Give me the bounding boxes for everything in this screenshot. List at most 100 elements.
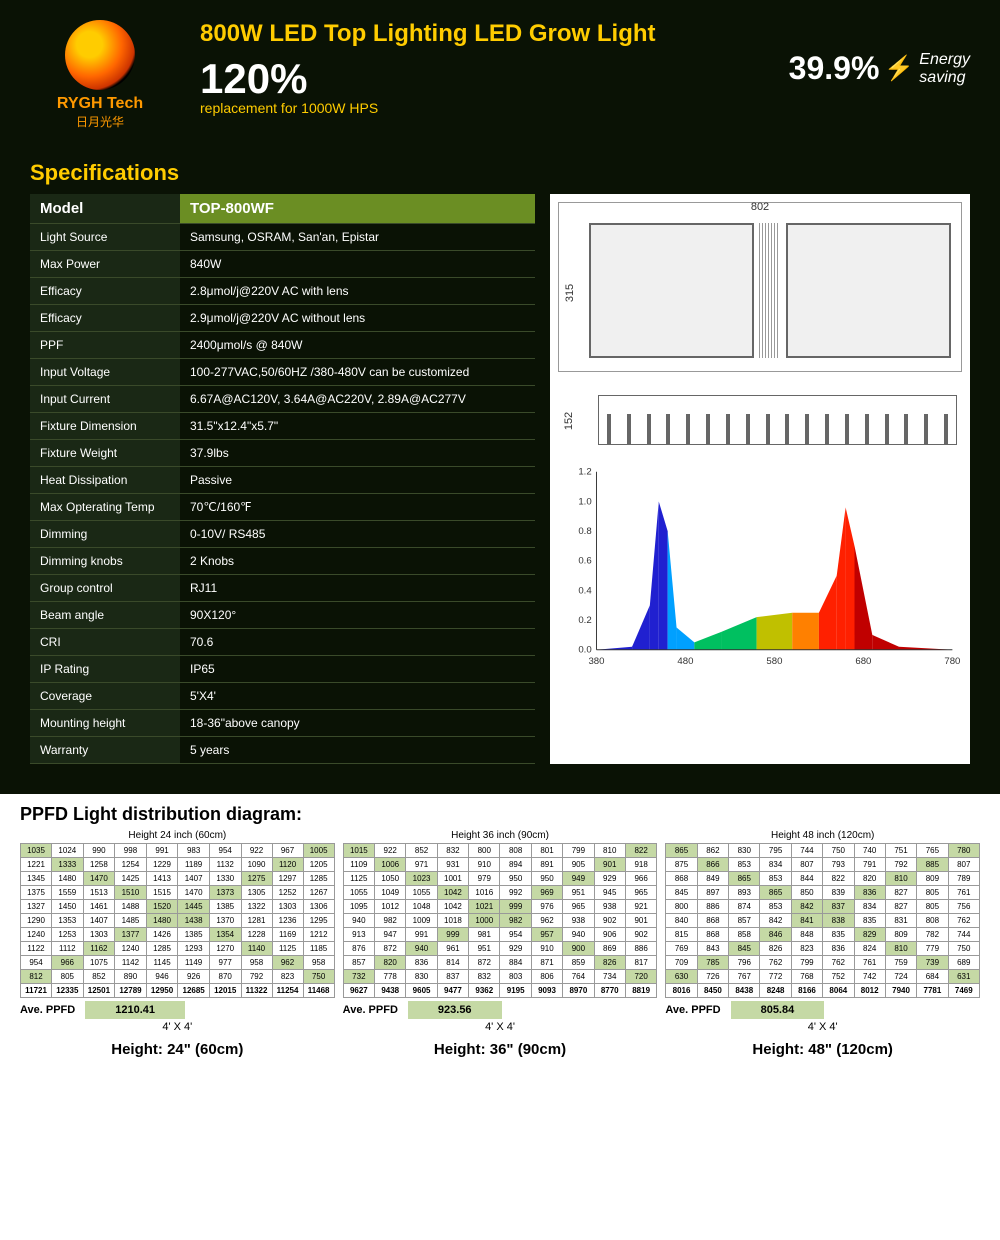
ppfd-cell: 1345	[21, 872, 52, 886]
spec-row: Fixture Dimension31.5"x12.4"x5.7"	[30, 413, 535, 440]
ppfd-cell: 992	[500, 886, 531, 900]
ppfd-cell: 689	[948, 956, 979, 970]
spec-row: Coverage5'X4'	[30, 683, 535, 710]
ppfd-cell: 827	[885, 900, 916, 914]
ppfd-cell: 1445	[178, 900, 210, 914]
svg-text:480: 480	[677, 656, 693, 667]
ppfd-sum: 8166	[791, 984, 822, 998]
ppfd-row: 1290135314071485148014381370128112361295	[21, 914, 335, 928]
spec-label: Max Opterating Temp	[30, 494, 180, 521]
ppfd-cell: 1303	[272, 900, 303, 914]
ppfd-cell: 900	[563, 942, 594, 956]
ppfd-cell: 779	[917, 942, 948, 956]
ppfd-cell: 742	[854, 970, 885, 984]
ppfd-cell: 842	[791, 900, 822, 914]
ppfd-cell: 801	[531, 844, 562, 858]
ppfd-cell: 1470	[83, 872, 115, 886]
ppfd-sum: 8970	[563, 984, 594, 998]
ppfd-row: 1015922852832800808801799810822	[343, 844, 657, 858]
ppfd-sum: 12789	[115, 984, 147, 998]
ppfd-cell: 1132	[209, 858, 241, 872]
ppfd-row: 10951012104810421021999976965938921	[343, 900, 657, 914]
ppfd-cell: 946	[146, 970, 178, 984]
ppfd-cell: 799	[791, 956, 822, 970]
ppfd-cell: 958	[303, 956, 334, 970]
ppfd-cell: 1330	[209, 872, 241, 886]
ppfd-sum: 11468	[303, 984, 334, 998]
ppfd-cell: 768	[791, 970, 822, 984]
ppfd-row: 1327145014611488152014451385132213031306	[21, 900, 335, 914]
ppfd-cell: 1470	[178, 886, 210, 900]
ppfd-row: 865862830795744750740751765780	[666, 844, 980, 858]
ppfd-row: 10551049105510421016992969951945965	[343, 886, 657, 900]
ppfd-cell: 792	[885, 858, 916, 872]
ppfd-row: 940982100910181000982962938902901	[343, 914, 657, 928]
ppfd-cell: 982	[375, 914, 406, 928]
spec-label: Light Source	[30, 224, 180, 251]
ppfd-row: 1375155915131510151514701373130512521267	[21, 886, 335, 900]
ppfd-cell: 983	[178, 844, 210, 858]
replacement-text: replacement for 1000W HPS	[200, 100, 759, 116]
ppfd-cell: 1018	[437, 914, 468, 928]
spec-value: 2400μmol/s @ 840W	[180, 332, 535, 359]
spec-value: 70℃/160℉	[180, 494, 535, 521]
ppfd-sum: 11322	[241, 984, 272, 998]
ppfd-cell: 1515	[146, 886, 178, 900]
ppfd-cell: 1205	[303, 858, 334, 872]
ppfd-cell: 858	[729, 928, 760, 942]
ppfd-row: 800886874853842837834827805756	[666, 900, 980, 914]
ppfd-cell: 739	[917, 956, 948, 970]
ppfd-cell: 954	[209, 844, 241, 858]
dim-label: 4' X 4'	[665, 1021, 980, 1033]
ppfd-cell: 850	[791, 886, 822, 900]
spec-row: Beam angle90X120°	[30, 602, 535, 629]
ppfd-cell: 865	[666, 844, 697, 858]
ppfd-cell: 1236	[272, 914, 303, 928]
ppfd-cell: 1480	[52, 872, 84, 886]
spec-value: IP65	[180, 656, 535, 683]
ppfd-cell: 838	[823, 914, 854, 928]
ppfd-sum: 7469	[948, 984, 979, 998]
ppfd-cell: 1112	[52, 942, 84, 956]
ppfd-cell: 991	[406, 928, 437, 942]
ppfd-cell: 1370	[209, 914, 241, 928]
ppfd-cell: 1142	[115, 956, 147, 970]
ppfd-cell: 809	[885, 928, 916, 942]
ppfd-cell: 869	[594, 942, 625, 956]
ppfd-cell: 761	[854, 956, 885, 970]
ppfd-col: Height 48 inch (120cm) 86586283079574475…	[665, 830, 980, 1058]
ppfd-sum: 7940	[885, 984, 916, 998]
ppfd-cell: 862	[697, 844, 728, 858]
ppfd-cell: 872	[469, 956, 500, 970]
spec-label: Fixture Dimension	[30, 413, 180, 440]
ppfd-cell: 1120	[272, 858, 303, 872]
ppfd-row: 845897893865850839836827805761	[666, 886, 980, 900]
ppfd-cell: 744	[948, 928, 979, 942]
ppfd-cell: 732	[343, 970, 374, 984]
ppfd-cell: 752	[823, 970, 854, 984]
diag-side-h: 152	[563, 412, 575, 430]
ppfd-cell: 922	[375, 844, 406, 858]
ppfd-cell: 1009	[406, 914, 437, 928]
ppfd-cell: 807	[791, 858, 822, 872]
ppfd-sum: 9605	[406, 984, 437, 998]
spec-label: Beam angle	[30, 602, 180, 629]
ppfd-cell: 961	[437, 942, 468, 956]
ppfd-cell: 822	[625, 844, 656, 858]
ppfd-cell: 806	[531, 970, 562, 984]
ppfd-sum: 9362	[469, 984, 500, 998]
ppfd-cell: 1254	[115, 858, 147, 872]
ppfd-cell: 872	[375, 942, 406, 956]
ppfd-cell: 631	[948, 970, 979, 984]
ppfd-cell: 785	[697, 956, 728, 970]
ppfd-cell: 827	[885, 886, 916, 900]
ppfd-cell: 810	[594, 844, 625, 858]
ppfd-cell: 921	[625, 900, 656, 914]
ppfd-cell: 910	[469, 858, 500, 872]
ppfd-cell: 805	[917, 900, 948, 914]
spec-row: IP RatingIP65	[30, 656, 535, 683]
spec-value: 100-277VAC,50/60HZ /380-480V can be cust…	[180, 359, 535, 386]
ppfd-sum: 11721	[21, 984, 52, 998]
ppfd-cell: 822	[823, 872, 854, 886]
ppfd-cell: 853	[760, 872, 791, 886]
